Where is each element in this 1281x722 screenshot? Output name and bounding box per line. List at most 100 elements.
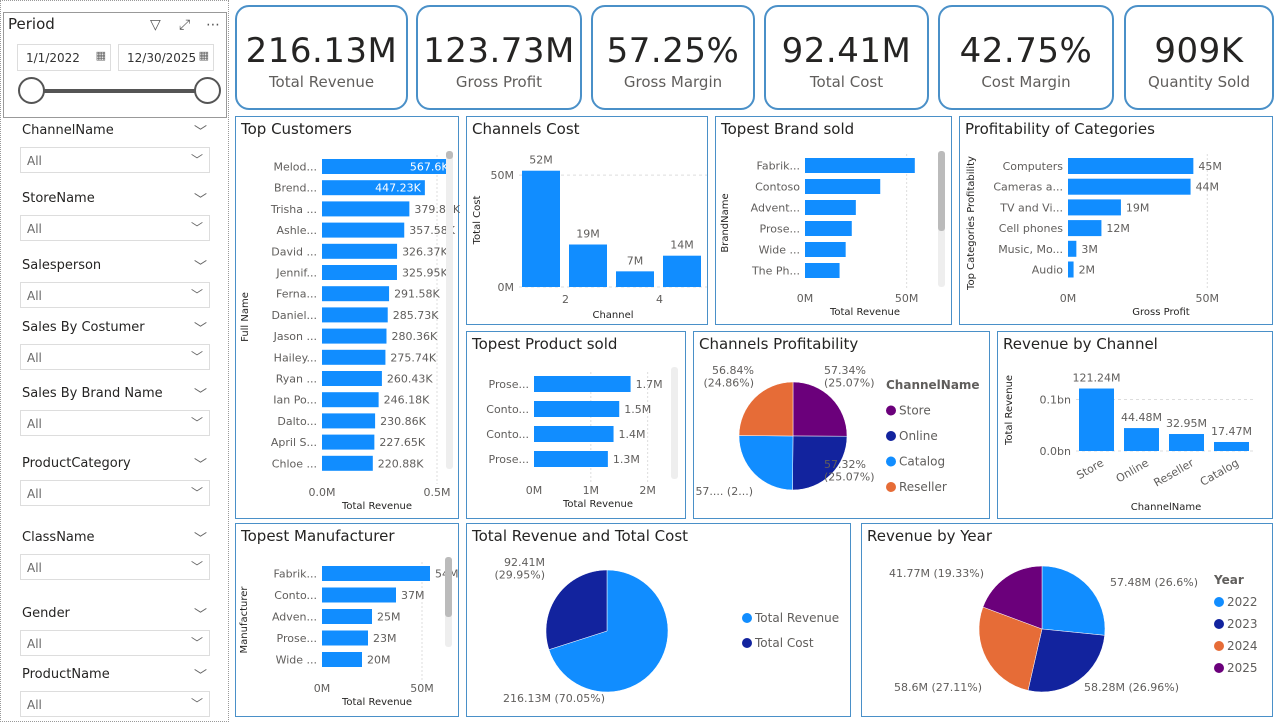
data-label: 260.43K: [387, 373, 433, 386]
slicer-dropdown[interactable]: All ﹀: [20, 480, 210, 506]
filter-icon[interactable]: ▽: [150, 17, 161, 33]
slicer-dropdown[interactable]: All ﹀: [20, 630, 210, 656]
chevron-down-icon[interactable]: ﹀: [193, 532, 207, 547]
chevron-down-icon[interactable]: ﹀: [193, 260, 207, 275]
bar: [1068, 240, 1077, 257]
pie-slice: [1027, 628, 1105, 693]
y-category-label: Ashle...: [276, 224, 317, 237]
legend-item: 2022: [1227, 595, 1258, 609]
period-slicer[interactable]: Period ▽ ⤢ ⋯ 1/1/2022 ▦ 12/30/2025 ▦: [3, 12, 227, 118]
y-category-label: Cameras a...: [993, 181, 1063, 194]
chevron-down-icon[interactable]: ﹀: [193, 608, 207, 623]
chevron-down-icon[interactable]: ﹀: [193, 669, 207, 684]
end-date-input[interactable]: 12/30/2025 ▦: [118, 44, 214, 71]
chevron-down-icon: ﹀: [190, 697, 203, 711]
slicer-value: All: [27, 637, 42, 651]
data-label: 19M: [1126, 201, 1150, 214]
data-label: 291.58K: [394, 288, 440, 301]
slicer-dropdown[interactable]: All ﹀: [20, 410, 210, 436]
calendar-icon[interactable]: ▦: [95, 49, 106, 62]
range-slider-end-handle[interactable]: [194, 77, 221, 104]
x-axis-title: Gross Profit: [1132, 307, 1190, 318]
scrollbar[interactable]: [671, 367, 678, 479]
slicer-label: ProductName: [22, 667, 110, 682]
slicer-productname: ProductName ﹀ All ﹀: [18, 667, 211, 719]
slicer-dropdown[interactable]: All ﹀: [20, 215, 210, 241]
slicer-label: Sales By Costumer: [22, 320, 145, 335]
range-slider-track[interactable]: [32, 89, 210, 93]
legend-marker: [886, 482, 896, 492]
kpi-value: 42.75%: [959, 31, 1093, 71]
kpi-card: 909K Quantity Sold: [1124, 5, 1274, 110]
slicer-dropdown[interactable]: All ﹀: [20, 554, 210, 580]
bar: [534, 426, 614, 442]
start-date-input[interactable]: 1/1/2022 ▦: [17, 44, 111, 71]
chevron-down-icon[interactable]: ﹀: [193, 322, 207, 337]
slicer-dropdown[interactable]: All ﹀: [20, 691, 210, 717]
bar: [322, 243, 398, 259]
scrollbar[interactable]: [445, 557, 452, 647]
legend-item: Online: [899, 429, 938, 443]
slicer-dropdown[interactable]: All ﹀: [20, 282, 210, 308]
bar: [1068, 220, 1102, 237]
bar: [322, 222, 405, 238]
bar: [1068, 178, 1191, 195]
data-label: 121.24M: [1073, 372, 1121, 385]
bar: [322, 307, 388, 323]
data-label: 37M: [401, 589, 425, 602]
legend-marker: [886, 405, 896, 416]
legend-marker: [1214, 619, 1224, 629]
chart-title: Revenue by Channel: [1003, 335, 1158, 353]
data-label: 25M: [377, 611, 401, 624]
chevron-down-icon: ﹀: [190, 486, 203, 500]
kpi-label: Cost Margin: [981, 73, 1071, 91]
bar: [805, 242, 846, 257]
data-label: 7M: [627, 254, 644, 267]
pie-slice: [1041, 565, 1106, 636]
chart-title: Total Revenue and Total Cost: [472, 527, 689, 545]
bar: [805, 263, 840, 278]
x-tick-label: 0M: [1060, 292, 1077, 305]
pie-slice: [982, 565, 1043, 630]
y-category-label: Jennif...: [275, 267, 317, 280]
legend-marker: [1214, 597, 1224, 607]
chevron-down-icon[interactable]: ﹀: [193, 458, 207, 473]
bar: [322, 159, 453, 174]
chevron-down-icon[interactable]: ﹀: [193, 193, 207, 208]
focus-mode-icon[interactable]: ⤢: [179, 17, 191, 33]
data-label: 58.6M (27.11%): [894, 681, 982, 694]
kpi-value: 57.25%: [606, 31, 740, 71]
x-tick-label: 4: [656, 293, 663, 306]
data-label: 227.65K: [379, 436, 425, 449]
chevron-down-icon[interactable]: ﹀: [193, 125, 207, 140]
chart-title: Top Customers: [241, 120, 352, 138]
slicer-label: Salesperson: [22, 258, 102, 273]
chevron-down-icon[interactable]: ﹀: [193, 388, 207, 403]
scrollbar[interactable]: [938, 151, 945, 287]
data-label: 19M: [576, 228, 600, 241]
pie-slice: [548, 569, 669, 693]
data-label: 220.88K: [378, 457, 424, 470]
more-options-icon[interactable]: ⋯: [206, 17, 220, 33]
data-label: 57.... (2...): [695, 485, 753, 498]
slicer-dropdown[interactable]: All ﹀: [20, 147, 210, 173]
x-tick-label: Catalog: [1198, 456, 1241, 488]
slicer-value: All: [27, 417, 42, 431]
y-axis-title: Manufacturer: [239, 586, 250, 654]
bar: [322, 180, 425, 196]
data-label: 44M: [1196, 181, 1220, 194]
legend-title: ChannelName: [886, 378, 980, 392]
calendar-icon[interactable]: ▦: [198, 49, 209, 62]
data-label: 285.73K: [393, 309, 439, 322]
slicer-dropdown[interactable]: All ﹀: [20, 344, 210, 370]
slicer-gender: Gender ﹀ All ﹀: [18, 606, 211, 658]
data-label: 1.7M: [636, 378, 663, 391]
pie-slice: [792, 381, 848, 437]
kpi-card: 216.13M Total Revenue: [235, 5, 408, 110]
bar: [805, 221, 852, 236]
channels-cost-chart: Channels Cost 0M 50M 52M 19M 2 7M 14M 4 Channel To…: [466, 116, 708, 325]
scrollbar[interactable]: [446, 151, 453, 469]
bar: [534, 401, 620, 417]
y-category-label: Wide ...: [276, 654, 317, 667]
range-slider-start-handle[interactable]: [18, 77, 45, 104]
